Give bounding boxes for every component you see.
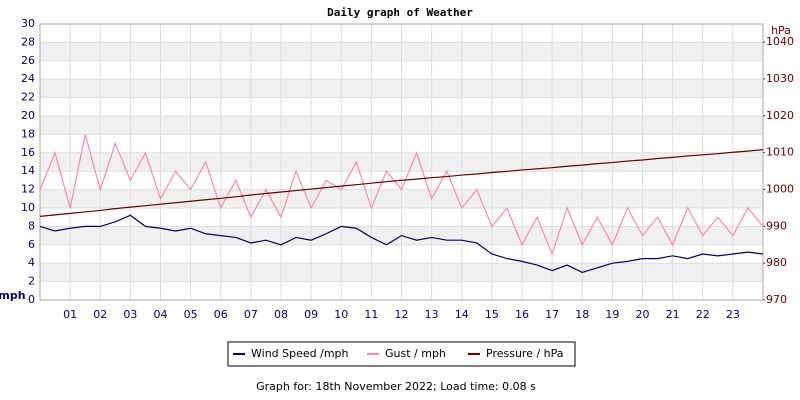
y-axis-label: mph	[0, 289, 26, 302]
y-tick-label: 2	[28, 275, 35, 288]
x-tick-label: 16	[515, 308, 529, 321]
x-tick-label: 23	[726, 308, 740, 321]
x-tick-label: 15	[485, 308, 499, 321]
y-tick-label: 8	[28, 219, 35, 232]
y-tick-label: 30	[21, 17, 35, 30]
y2-tick-label: 1000	[766, 182, 794, 195]
x-tick-label: 09	[304, 308, 318, 321]
y-tick-label: 14	[21, 164, 35, 177]
x-tick-label: 04	[154, 308, 168, 321]
y-tick-label: 0	[28, 293, 35, 306]
series-line	[39, 214, 764, 274]
y-tick-label: 12	[21, 183, 35, 196]
plot-frame	[39, 23, 764, 301]
y-tick-label: 16	[21, 146, 35, 159]
y-tick-label: 24	[21, 72, 35, 85]
y-tick-label: 28	[21, 35, 35, 48]
x-tick-label: 02	[93, 308, 107, 321]
y2-tick-label: 1040	[766, 35, 794, 48]
x-tick-label: 21	[666, 308, 680, 321]
x-tick-label: 18	[575, 308, 589, 321]
y2-tick-label: 970	[766, 293, 787, 306]
y2-tick-label: 1010	[766, 146, 794, 159]
x-tick-label: 01	[63, 308, 77, 321]
y-tick-label: 18	[21, 127, 35, 140]
x-tick-label: 05	[184, 308, 198, 321]
chart-title: Daily graph of Weather	[327, 6, 473, 19]
x-tick-label: 19	[605, 308, 619, 321]
x-tick-label: 14	[455, 308, 469, 321]
y-tick-label: 10	[21, 201, 35, 214]
legend-label: Pressure / hPa	[486, 347, 564, 360]
x-tick-label: 03	[123, 308, 137, 321]
x-tick-label: 07	[244, 308, 258, 321]
y-tick-label: 22	[21, 91, 35, 104]
x-tick-label: 17	[545, 308, 559, 321]
y-tick-label: 20	[21, 109, 35, 122]
y2-tick-label: 1020	[766, 109, 794, 122]
x-tick-label: 12	[395, 308, 409, 321]
y2-tick-label: 1030	[766, 72, 794, 85]
x-tick-label: 08	[274, 308, 288, 321]
x-tick-label: 13	[425, 308, 439, 321]
y-tick-label: 26	[21, 54, 35, 67]
y-tick-label: 6	[28, 238, 35, 251]
x-tick-label: 22	[696, 308, 710, 321]
x-tick-label: 20	[636, 308, 650, 321]
x-tick-label: 10	[334, 308, 348, 321]
x-tick-label: 06	[214, 308, 228, 321]
series-line	[39, 149, 764, 217]
footer: Graph for: 18th November 2022; Load time…	[256, 380, 536, 393]
y2-axis-label: hPa	[771, 24, 791, 37]
y2-tick-label: 980	[766, 256, 787, 269]
series-line	[39, 134, 764, 256]
x-tick-label: 11	[364, 308, 378, 321]
legend-label: Wind Speed /mph	[251, 347, 349, 360]
y-tick-label: 4	[28, 256, 35, 269]
legend-box	[227, 341, 576, 367]
y2-tick-label: 990	[766, 219, 787, 232]
legend-label: Gust / mph	[385, 347, 446, 360]
